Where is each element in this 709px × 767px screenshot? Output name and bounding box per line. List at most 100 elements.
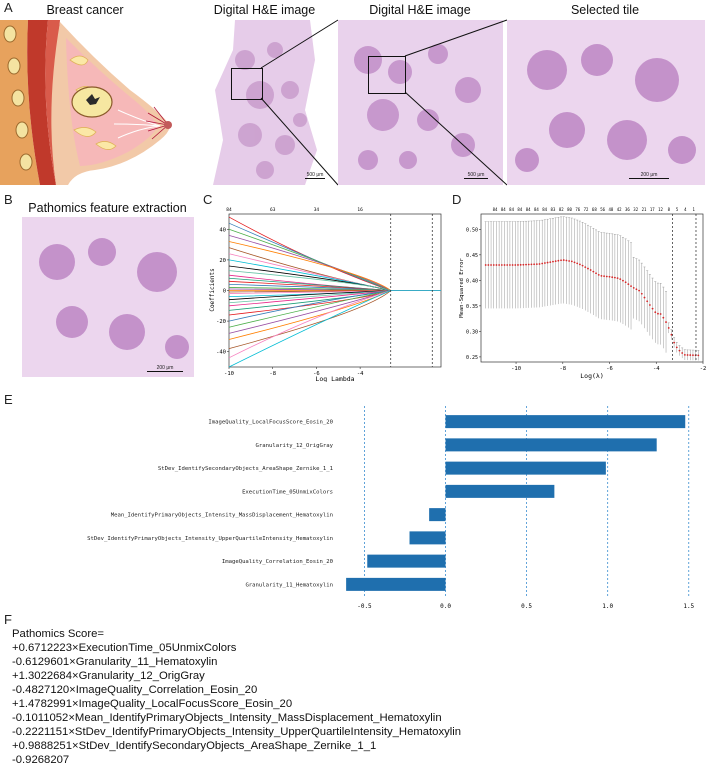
chart-d-point xyxy=(638,289,641,292)
scalebar-1: 500 μm xyxy=(305,172,325,179)
chart-d-top-label: 56 xyxy=(600,207,605,212)
chart-d-top-label: 42 xyxy=(617,207,622,212)
chart-d-point xyxy=(597,273,600,276)
chart-d-top-label: 36 xyxy=(625,207,630,212)
panel-letter-f: F xyxy=(4,612,12,627)
chart-d-point xyxy=(552,260,554,263)
panel-b-title: Pathomics feature extraction xyxy=(28,201,187,215)
chart-d-point xyxy=(514,264,517,266)
chart-d-point xyxy=(589,269,592,271)
chart-d-point xyxy=(500,264,503,266)
chart-d-point xyxy=(549,261,552,264)
panel-letter-e: E xyxy=(4,392,13,407)
chart-d-point xyxy=(503,264,506,266)
formula-line: +0.6712223×ExecutionTime_05UnmixColors xyxy=(12,642,237,654)
chart-d-point xyxy=(603,275,606,278)
zoom-box-1 xyxy=(231,68,263,100)
chart-e-bar xyxy=(445,484,555,498)
chart-c-series-line xyxy=(228,290,441,322)
scalebar-3: 200 μm xyxy=(629,172,669,179)
chart-c-ytick-label: -40 xyxy=(216,350,226,356)
formula-line: +1.3022684×Granularity_12_OrigGray xyxy=(12,670,205,682)
chart-d-point xyxy=(646,300,649,303)
formula-line: -0.1011052×Mean_IdentifyPrimaryObjects_I… xyxy=(12,712,442,724)
chart-d-point xyxy=(697,354,700,357)
chart-d-point xyxy=(506,264,509,266)
chart-d-point xyxy=(689,354,692,356)
chart-d-point xyxy=(543,262,546,264)
chart-c-ylabel: Coefficients xyxy=(209,268,216,312)
chart-d-point xyxy=(517,264,519,266)
chart-d-point xyxy=(490,264,492,266)
panel-letter-d: D xyxy=(452,192,462,207)
he-image-1: 500 μm xyxy=(205,20,330,185)
chart-d-point xyxy=(560,259,562,262)
formula-line: -0.6129601×Granularity_11_Hematoxylin xyxy=(12,656,218,668)
chart-d-point xyxy=(581,264,584,267)
chart-d-top-label: 76 xyxy=(575,207,580,212)
chart-d-ytick-label: 0.40 xyxy=(466,278,478,284)
formula-line: -0.4827120×ImageQuality_Correlation_Eosi… xyxy=(12,684,258,696)
chart-d-point xyxy=(498,264,501,266)
chart-d-top-label: 84 xyxy=(526,207,531,212)
chart-d-top-label: 12 xyxy=(658,207,663,212)
chart-c-xtick-label: -10 xyxy=(224,371,234,377)
chart-d-top-label: 21 xyxy=(642,207,647,212)
chart-d-top-label: 68 xyxy=(592,207,597,212)
chart-d-top-label: 1 xyxy=(692,207,695,212)
chart-d-point xyxy=(562,259,565,261)
panel-letter-c: C xyxy=(203,192,213,207)
chart-d-point xyxy=(595,272,597,275)
chart-d-point xyxy=(630,285,632,288)
chart-d-point xyxy=(662,316,665,319)
panel-a-title-2: Digital H&E image xyxy=(213,3,316,17)
zoom-lines-2 xyxy=(404,19,508,186)
chart-c-ytick-label: -20 xyxy=(216,319,226,325)
chart-d-point xyxy=(624,281,627,284)
chart-e-bar xyxy=(445,438,657,452)
chart-c-series-line xyxy=(228,290,441,350)
chart-e-bar xyxy=(429,508,446,522)
chart-d-point xyxy=(692,354,694,357)
chart-d-point xyxy=(533,263,536,266)
chart-c-series-line xyxy=(228,290,441,359)
chart-c-series-line xyxy=(228,241,441,291)
chart-e-category-label: Mean_IdentifyPrimaryObjects_Intensity_Ma… xyxy=(111,513,333,519)
chart-d-point xyxy=(495,264,498,266)
chart-d-ytick-label: 0.25 xyxy=(466,355,478,361)
scalebar-b: 200 μm xyxy=(147,365,183,372)
chart-d-top-label: 4 xyxy=(684,207,687,212)
chart-d-xtick-label: -10 xyxy=(511,366,521,372)
chart-d-point xyxy=(492,264,495,266)
formula-line: -0.2221151×StDev_IdentifyPrimaryObjects_… xyxy=(12,726,462,738)
chart-e-xtick-label: 0.0 xyxy=(440,603,451,610)
chart-e-category-label: Granularity_12_OrigGray xyxy=(256,443,334,449)
chart-e-bar xyxy=(445,415,686,429)
formula-line: -0.9268207 xyxy=(12,754,70,766)
chart-d-point xyxy=(654,311,657,314)
chart-e-category-label: StDev_IdentifyPrimaryObjects_Intensity_U… xyxy=(87,536,333,542)
chart-d-point xyxy=(541,262,544,265)
chart-d-top-label: 84 xyxy=(501,207,506,212)
formula-line: +1.4782991×ImageQuality_LocalFocusScore_… xyxy=(12,698,293,710)
chart-d-point xyxy=(627,283,630,286)
chart-d-point xyxy=(667,327,670,329)
chart-d-point xyxy=(578,263,581,266)
chart-d-point xyxy=(648,304,651,306)
zoom-box-2 xyxy=(368,56,406,94)
chart-d-xtick-label: -6 xyxy=(606,366,613,372)
chart-c-series-line xyxy=(228,290,441,328)
scalebar-2: 500 μm xyxy=(464,172,488,179)
chart-d-point xyxy=(678,349,681,352)
chart-d-point xyxy=(651,307,654,310)
chart-d-point xyxy=(584,266,587,269)
chart-d-point xyxy=(686,354,689,356)
chart-e-xtick-label: -0.5 xyxy=(357,603,372,610)
chart-d-point xyxy=(487,264,490,266)
chart-d-top-label: 83 xyxy=(551,207,556,212)
chart-d-point xyxy=(616,277,619,279)
chart-d-xtick-label: -2 xyxy=(700,366,707,372)
chart-c-ytick-label: 20 xyxy=(219,258,226,264)
chart-c-xtick-label: -6 xyxy=(313,371,320,377)
